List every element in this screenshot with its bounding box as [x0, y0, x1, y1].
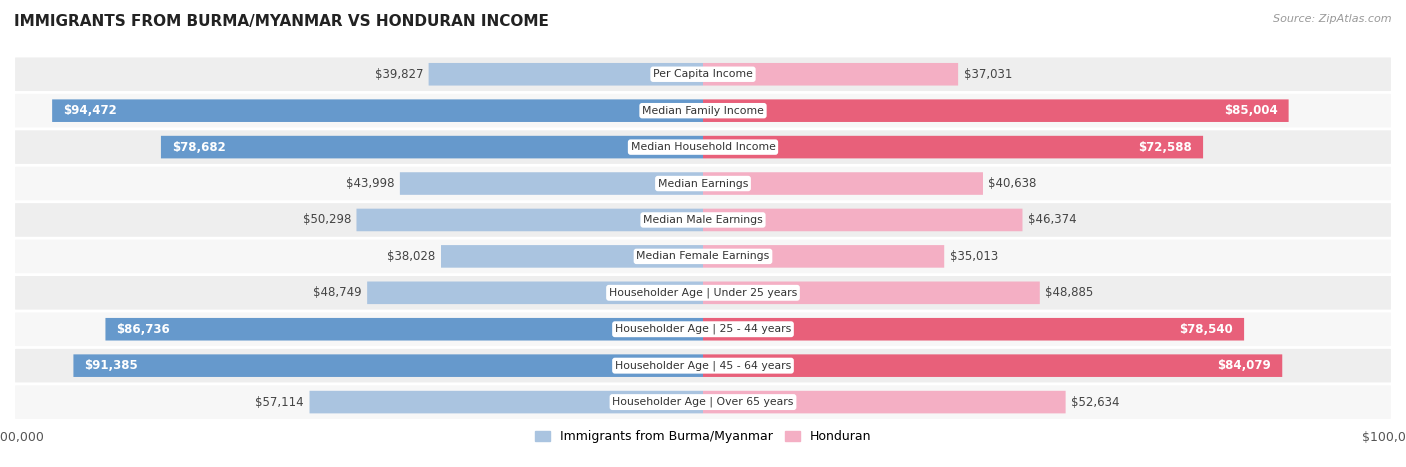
FancyBboxPatch shape — [703, 172, 983, 195]
FancyBboxPatch shape — [14, 275, 1392, 311]
Text: Median Earnings: Median Earnings — [658, 178, 748, 189]
FancyBboxPatch shape — [357, 209, 703, 231]
Text: Householder Age | 25 - 44 years: Householder Age | 25 - 44 years — [614, 324, 792, 334]
FancyBboxPatch shape — [14, 57, 1392, 92]
Legend: Immigrants from Burma/Myanmar, Honduran: Immigrants from Burma/Myanmar, Honduran — [534, 430, 872, 443]
Text: $48,885: $48,885 — [1045, 286, 1094, 299]
Text: Source: ZipAtlas.com: Source: ZipAtlas.com — [1274, 14, 1392, 24]
FancyBboxPatch shape — [703, 209, 1022, 231]
Text: Median Male Earnings: Median Male Earnings — [643, 215, 763, 225]
FancyBboxPatch shape — [14, 348, 1392, 383]
FancyBboxPatch shape — [441, 245, 703, 268]
Text: $57,114: $57,114 — [256, 396, 304, 409]
FancyBboxPatch shape — [429, 63, 703, 85]
FancyBboxPatch shape — [703, 391, 1066, 413]
Text: $84,079: $84,079 — [1218, 359, 1271, 372]
Text: $50,298: $50,298 — [302, 213, 352, 226]
FancyBboxPatch shape — [399, 172, 703, 195]
FancyBboxPatch shape — [14, 239, 1392, 274]
FancyBboxPatch shape — [14, 129, 1392, 165]
Text: $46,374: $46,374 — [1028, 213, 1077, 226]
Text: $94,472: $94,472 — [63, 104, 117, 117]
Text: $86,736: $86,736 — [117, 323, 170, 336]
Text: $38,028: $38,028 — [387, 250, 436, 263]
Text: Median Household Income: Median Household Income — [630, 142, 776, 152]
FancyBboxPatch shape — [703, 354, 1282, 377]
Text: $91,385: $91,385 — [84, 359, 138, 372]
FancyBboxPatch shape — [14, 93, 1392, 128]
Text: $40,638: $40,638 — [988, 177, 1036, 190]
Text: $72,588: $72,588 — [1139, 141, 1192, 154]
Text: Householder Age | Over 65 years: Householder Age | Over 65 years — [612, 397, 794, 407]
FancyBboxPatch shape — [703, 282, 1040, 304]
FancyBboxPatch shape — [14, 166, 1392, 201]
Text: Per Capita Income: Per Capita Income — [652, 69, 754, 79]
FancyBboxPatch shape — [105, 318, 703, 340]
FancyBboxPatch shape — [703, 318, 1244, 340]
FancyBboxPatch shape — [703, 99, 1289, 122]
Text: $78,682: $78,682 — [172, 141, 226, 154]
Text: $43,998: $43,998 — [346, 177, 394, 190]
Text: $85,004: $85,004 — [1223, 104, 1278, 117]
FancyBboxPatch shape — [73, 354, 703, 377]
Text: Householder Age | Under 25 years: Householder Age | Under 25 years — [609, 288, 797, 298]
Text: $39,827: $39,827 — [374, 68, 423, 81]
FancyBboxPatch shape — [14, 384, 1392, 420]
FancyBboxPatch shape — [367, 282, 703, 304]
Text: $48,749: $48,749 — [314, 286, 361, 299]
Text: $52,634: $52,634 — [1071, 396, 1119, 409]
FancyBboxPatch shape — [703, 63, 957, 85]
Text: Householder Age | 45 - 64 years: Householder Age | 45 - 64 years — [614, 361, 792, 371]
Text: $37,031: $37,031 — [963, 68, 1012, 81]
Text: $78,540: $78,540 — [1180, 323, 1233, 336]
FancyBboxPatch shape — [703, 136, 1204, 158]
Text: Median Family Income: Median Family Income — [643, 106, 763, 116]
Text: $35,013: $35,013 — [949, 250, 998, 263]
FancyBboxPatch shape — [703, 245, 945, 268]
Text: IMMIGRANTS FROM BURMA/MYANMAR VS HONDURAN INCOME: IMMIGRANTS FROM BURMA/MYANMAR VS HONDURA… — [14, 14, 548, 29]
Text: Median Female Earnings: Median Female Earnings — [637, 251, 769, 262]
FancyBboxPatch shape — [52, 99, 703, 122]
FancyBboxPatch shape — [309, 391, 703, 413]
FancyBboxPatch shape — [14, 202, 1392, 238]
FancyBboxPatch shape — [160, 136, 703, 158]
FancyBboxPatch shape — [14, 311, 1392, 347]
